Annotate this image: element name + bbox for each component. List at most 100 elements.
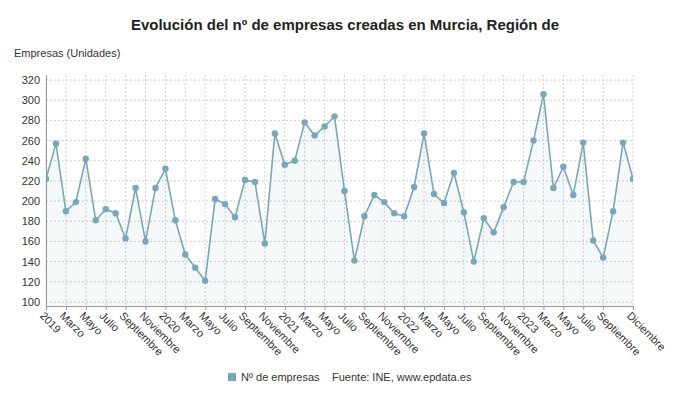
- tick: Julio: [456, 306, 480, 334]
- tick-label: 240: [22, 155, 40, 167]
- point: [590, 237, 596, 243]
- tick-label: 2023: [515, 309, 541, 335]
- point: [122, 235, 128, 241]
- point: [600, 254, 606, 260]
- tick-label: 280: [22, 114, 40, 126]
- point: [202, 278, 208, 284]
- point: [46, 176, 49, 182]
- tick: Noviembre: [137, 306, 183, 355]
- tick-label: Noviembre: [495, 309, 541, 355]
- grid-line: [46, 80, 633, 81]
- legend-swatch: [228, 373, 236, 381]
- point: [351, 257, 357, 263]
- point: [570, 192, 576, 198]
- point: [282, 162, 288, 168]
- tick-label: Diciembre: [625, 309, 668, 352]
- point: [301, 119, 307, 125]
- point: [401, 213, 407, 219]
- point: [500, 204, 506, 210]
- tick-label: Julio: [456, 309, 480, 333]
- tick: 120: [22, 276, 46, 288]
- point: [441, 200, 447, 206]
- point: [411, 184, 417, 190]
- tick-label: 2021: [277, 309, 303, 335]
- point: [162, 166, 168, 172]
- legend-label: Nº de empresas: [241, 371, 320, 383]
- tick: 2023: [515, 306, 541, 335]
- point: [421, 130, 427, 136]
- point: [53, 140, 59, 146]
- tick: 2020: [157, 306, 183, 335]
- point: [560, 164, 566, 170]
- point: [371, 192, 377, 198]
- tick-label: 200: [22, 195, 40, 207]
- tick-label: 100: [22, 296, 40, 308]
- tick: Mayo: [316, 306, 344, 337]
- tick-label: Julio: [217, 309, 241, 333]
- legend: Nº de empresas: [228, 371, 320, 383]
- tick: Noviembre: [257, 306, 303, 355]
- point: [172, 217, 178, 223]
- tick-label: Noviembre: [137, 309, 183, 355]
- tick: Mayo: [78, 306, 106, 337]
- point: [63, 208, 69, 214]
- point: [550, 185, 556, 191]
- point: [451, 170, 457, 176]
- area: [46, 94, 633, 306]
- y-axis-title: Empresas (Unidades): [14, 47, 120, 59]
- tick: Noviembre: [376, 306, 422, 355]
- point: [192, 264, 198, 270]
- point: [93, 217, 99, 223]
- point: [361, 213, 367, 219]
- point: [610, 208, 616, 214]
- tick: Noviembre: [495, 306, 541, 355]
- tick-label: 120: [22, 276, 40, 288]
- tick: 200: [22, 195, 46, 207]
- point: [292, 158, 298, 164]
- tick-label: 260: [22, 135, 40, 147]
- point: [112, 210, 118, 216]
- tick-label: Julio: [97, 309, 121, 333]
- point: [510, 179, 516, 185]
- tick-label: Noviembre: [376, 309, 422, 355]
- tick: 260: [22, 135, 46, 147]
- tick-label: 180: [22, 215, 40, 227]
- tick: Mayo: [436, 306, 464, 337]
- tick-label: 2022: [396, 309, 422, 335]
- point: [540, 91, 546, 97]
- point: [331, 113, 337, 119]
- tick: 300: [22, 94, 46, 106]
- point: [391, 210, 397, 216]
- tick: Julio: [97, 306, 121, 334]
- grid-line: [46, 100, 633, 101]
- point: [481, 215, 487, 221]
- tick-label: 2020: [157, 309, 183, 335]
- point: [461, 209, 467, 215]
- point: [580, 139, 586, 145]
- tick: 140: [22, 256, 46, 268]
- point: [520, 179, 526, 185]
- point: [132, 185, 138, 191]
- tick: 180: [22, 215, 46, 227]
- tick: Diciembre: [625, 306, 668, 353]
- tick: 2022: [396, 306, 422, 335]
- point: [381, 199, 387, 205]
- tick: Julio: [217, 306, 241, 334]
- point: [630, 176, 633, 182]
- tick: 100: [22, 296, 46, 308]
- point: [262, 240, 268, 246]
- x-axis: 2019MarzoMayoJulioSeptiembreNoviembre202…: [38, 306, 668, 358]
- tick-label: 140: [22, 256, 40, 268]
- point: [222, 201, 228, 207]
- tick-label: 2019: [38, 309, 64, 335]
- point: [83, 156, 89, 162]
- tick: Mayo: [555, 306, 583, 337]
- tick-label: 320: [22, 74, 40, 86]
- axis-line: [47, 307, 634, 311]
- tick-label: 160: [22, 235, 40, 247]
- point: [102, 206, 108, 212]
- tick-label: Julio: [575, 309, 599, 333]
- point: [431, 191, 437, 197]
- tick: Julio: [336, 306, 360, 334]
- point: [152, 185, 158, 191]
